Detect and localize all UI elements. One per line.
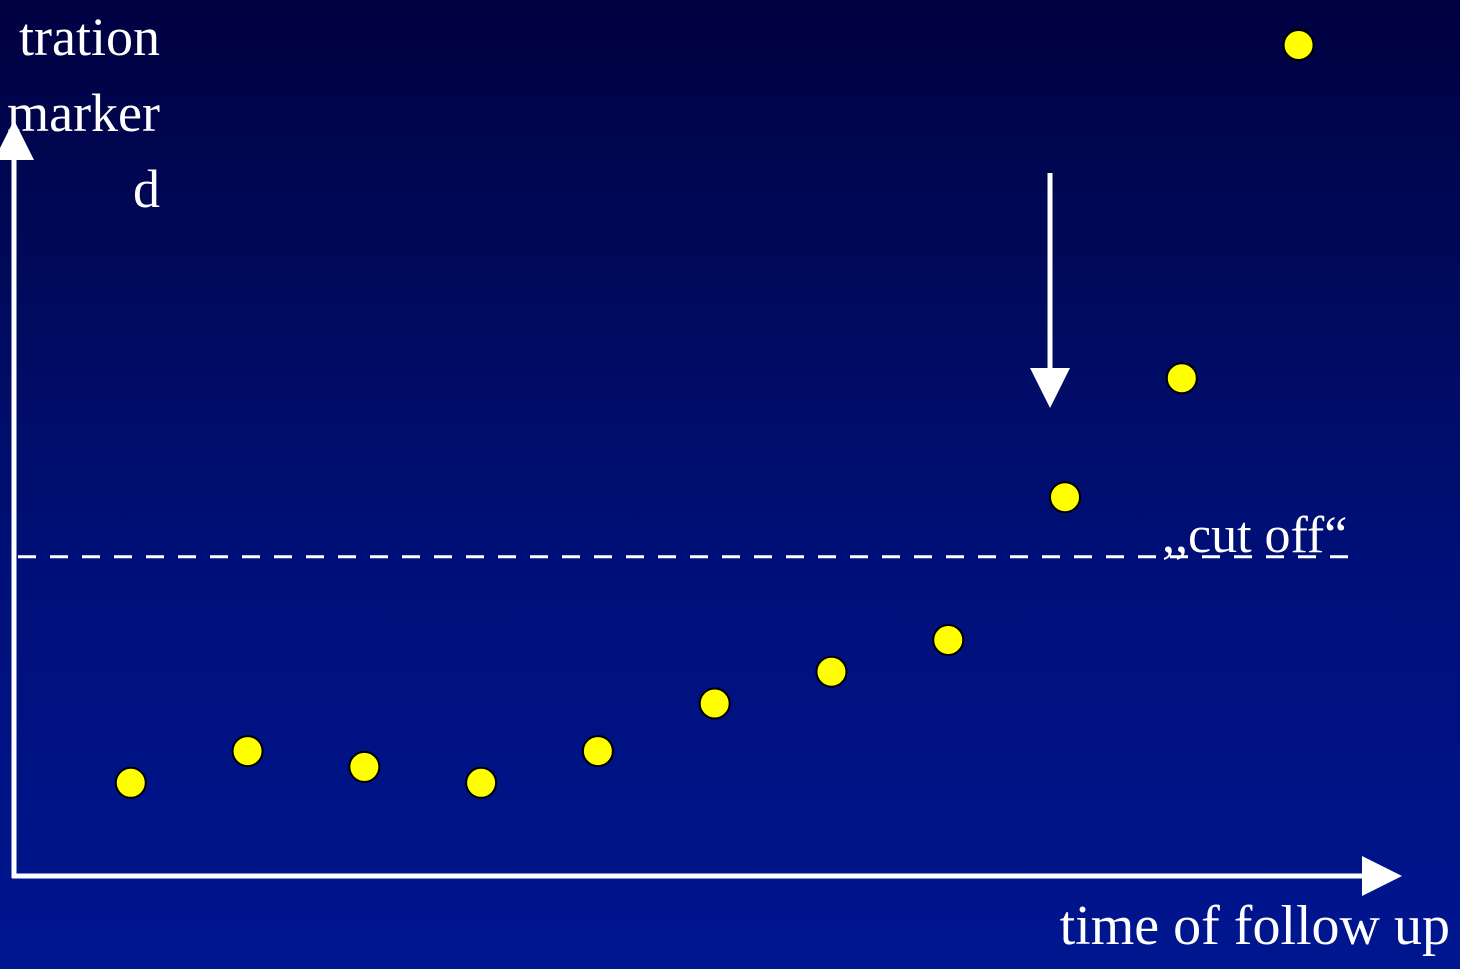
data-point-3 (348, 750, 381, 783)
data-point-8 (932, 624, 965, 656)
data-point-11 (1282, 29, 1315, 61)
data-points (114, 29, 1315, 799)
cutoff-label: ,,cut off“ (1162, 507, 1348, 564)
y-axis-label-line-3: d (133, 159, 160, 219)
data-point-7 (815, 655, 848, 688)
data-point-6 (698, 687, 731, 720)
y-axis-label-line-1: tration (19, 7, 160, 67)
x-axis-label: time of follow up (1059, 895, 1450, 957)
data-point-10 (1165, 362, 1198, 395)
data-point-5 (581, 735, 614, 768)
data-point-4 (465, 766, 498, 799)
data-point-1 (114, 766, 147, 799)
data-point-2 (231, 735, 264, 768)
data-point-9 (1049, 481, 1082, 514)
